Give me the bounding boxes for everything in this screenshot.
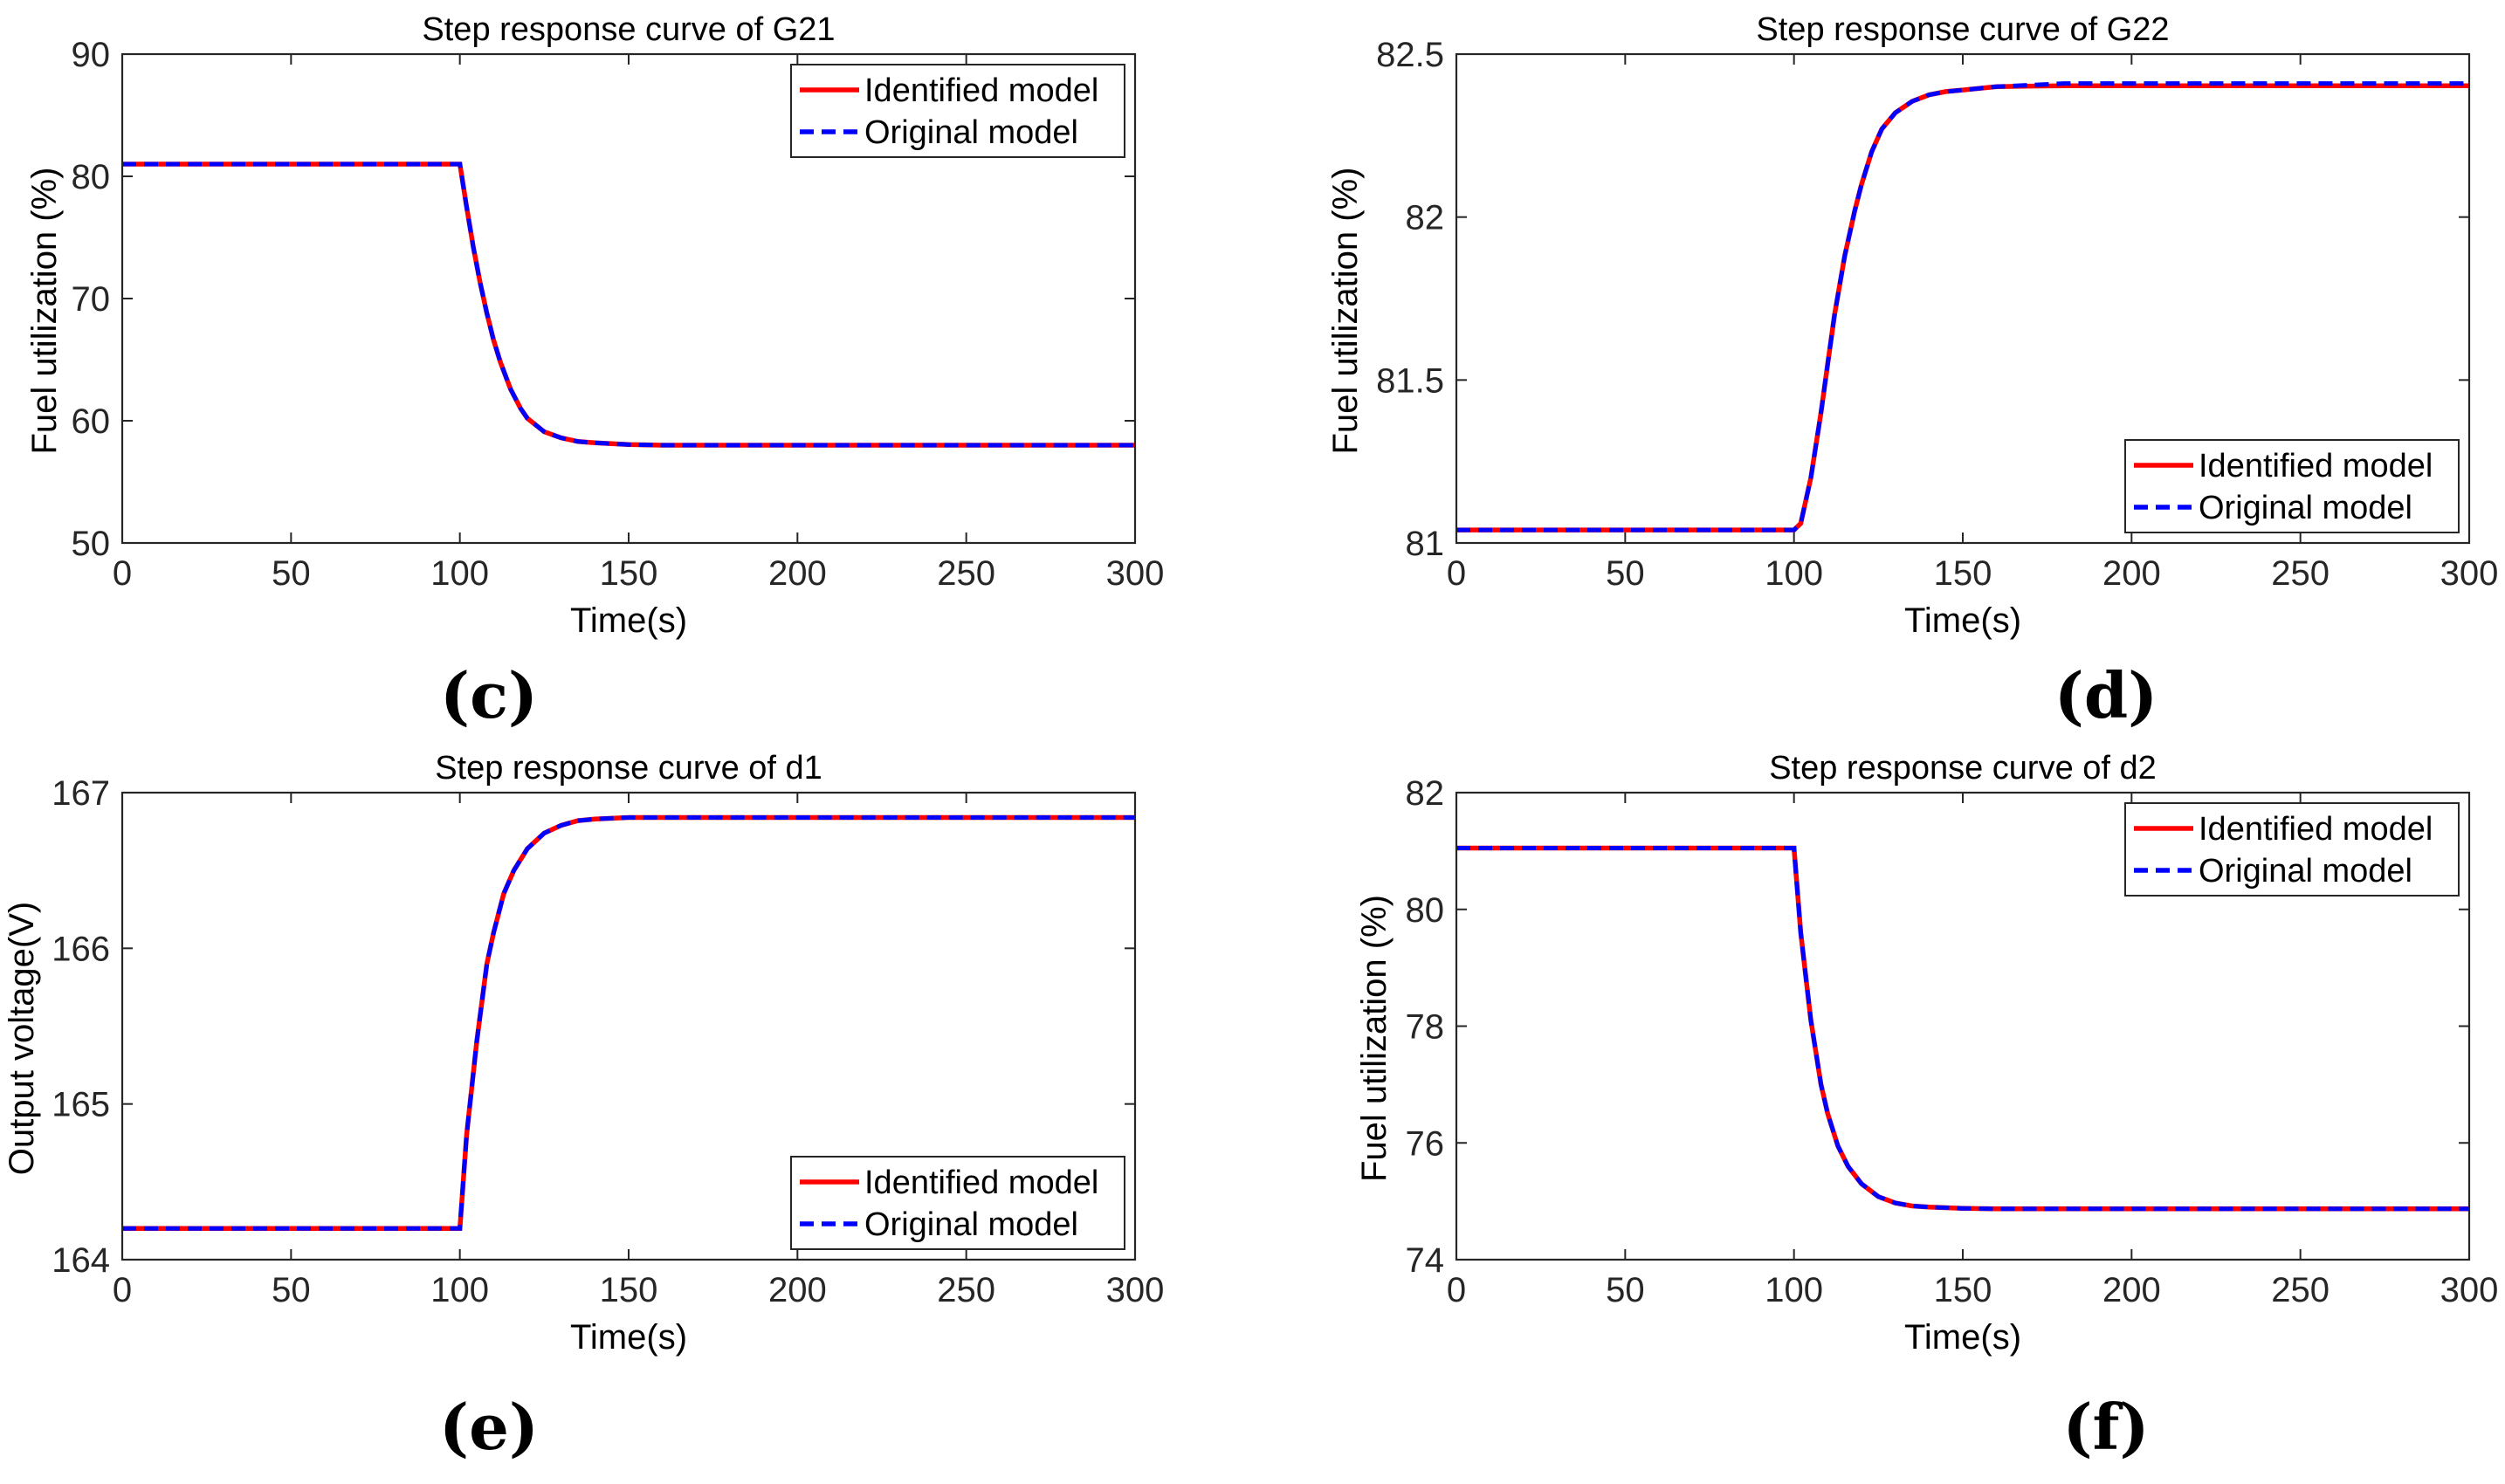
x-tick-label: 150 — [600, 554, 658, 593]
series-line-original-model — [122, 161, 1135, 448]
x-tick-label: 300 — [1106, 554, 1165, 593]
x-tick-label: 100 — [1765, 1271, 1823, 1309]
x-tick-label: 300 — [1106, 1271, 1165, 1309]
x-tick-label: 100 — [1765, 554, 1823, 593]
panel-label: (f) — [2062, 1390, 2149, 1464]
y-tick-label: 80 — [72, 158, 111, 196]
legend-label: Original model — [2199, 490, 2412, 526]
legend-box — [790, 64, 1125, 158]
x-axis-label: Time(s) — [570, 601, 687, 640]
x-tick-label: 200 — [768, 1271, 827, 1309]
y-tick-label: 76 — [1406, 1124, 1445, 1163]
panel-label: (c) — [440, 658, 538, 732]
x-tick-label: 0 — [1447, 1271, 1466, 1309]
x-tick-label: 150 — [600, 1271, 658, 1309]
y-tick-label: 80 — [1406, 891, 1445, 930]
x-tick-label: 100 — [430, 1271, 489, 1309]
chart-title: Step response curve of G21 — [422, 11, 835, 48]
y-axis-label: Fuel utilization (%) — [1355, 895, 1394, 1182]
panel-label: (d) — [2054, 658, 2157, 732]
series-line-original-model — [1456, 846, 2469, 1212]
x-tick-label: 200 — [2102, 1271, 2161, 1309]
legend-label: Identified model — [864, 72, 1098, 109]
legend-box — [2124, 439, 2460, 533]
y-tick-label: 166 — [52, 930, 110, 968]
legend-label: Identified model — [2199, 811, 2433, 848]
x-axis-label: Time(s) — [570, 1318, 687, 1357]
x-tick-label: 150 — [1934, 1271, 1992, 1309]
y-tick-label: 78 — [1406, 1008, 1445, 1047]
x-tick-label: 50 — [1606, 1271, 1645, 1309]
legend: Identified model Original model — [2124, 439, 2460, 533]
y-tick-label: 167 — [52, 774, 110, 813]
y-tick-label: 82 — [1406, 774, 1445, 813]
y-tick-label: 74 — [1406, 1241, 1445, 1280]
chart-panel-1: 0 50 100 150 200 250 300 81 81.5 82 82.5 Step respo… — [1326, 11, 2498, 640]
x-tick-label: 0 — [113, 1271, 132, 1309]
legend-label: Original model — [864, 114, 1078, 151]
series-line-original-model — [122, 815, 1135, 1231]
y-axis-label: Fuel utilization (%) — [25, 167, 64, 454]
legend-label: Original model — [2199, 853, 2412, 890]
y-tick-label: 81 — [1406, 525, 1445, 563]
x-tick-label: 50 — [1606, 554, 1645, 593]
y-tick-label: 82 — [1406, 199, 1445, 237]
y-tick-label: 82.5 — [1376, 36, 1444, 74]
x-tick-label: 250 — [937, 554, 995, 593]
x-tick-label: 200 — [2102, 554, 2161, 593]
legend: Identified model Original model — [790, 1156, 1125, 1250]
x-tick-label: 0 — [113, 554, 132, 593]
chart-panel-2: 0 50 100 150 200 250 300 164 165 166 167 Step respo… — [3, 750, 1164, 1357]
x-tick-label: 250 — [2271, 554, 2330, 593]
x-tick-label: 250 — [937, 1271, 995, 1309]
x-axis-label: Time(s) — [1904, 601, 2021, 640]
chart-panel-3: 0 50 100 150 200 250 300 74 76 78 80 82 Step respons… — [1355, 750, 2498, 1357]
legend: Identified model Original model — [790, 64, 1125, 158]
legend-label: Identified model — [2199, 448, 2433, 484]
legend-label: Identified model — [864, 1165, 1098, 1201]
y-tick-label: 70 — [72, 280, 111, 319]
x-axis-label: Time(s) — [1904, 1318, 2021, 1357]
y-axis-label: Fuel utilization (%) — [1326, 167, 1365, 454]
x-tick-label: 250 — [2271, 1271, 2330, 1309]
x-tick-label: 100 — [430, 554, 489, 593]
chart-title: Step response curve of d1 — [435, 750, 822, 787]
y-tick-label: 81.5 — [1376, 361, 1444, 400]
series-line-original-model — [1456, 81, 2469, 532]
series-line-identified-model — [1456, 845, 2469, 1212]
x-tick-label: 50 — [272, 554, 311, 593]
x-tick-label: 0 — [1447, 554, 1466, 593]
y-tick-label: 165 — [52, 1086, 110, 1124]
x-tick-label: 300 — [2440, 1271, 2499, 1309]
panel-label: (e) — [439, 1390, 539, 1464]
legend-box — [2124, 802, 2460, 897]
chart-title: Step response curve of d2 — [1769, 750, 2157, 787]
x-tick-label: 50 — [272, 1271, 311, 1309]
y-tick-label: 90 — [72, 36, 111, 74]
series-line-identified-model — [122, 161, 1135, 448]
y-axis-label: Output voltage(V) — [3, 902, 41, 1176]
y-tick-label: 164 — [52, 1241, 110, 1280]
chart-title: Step response curve of G22 — [1756, 11, 2169, 48]
legend: Identified model Original model — [2124, 802, 2460, 897]
x-tick-label: 200 — [768, 554, 827, 593]
x-tick-label: 150 — [1934, 554, 1992, 593]
x-tick-label: 300 — [2440, 554, 2499, 593]
y-tick-label: 60 — [72, 402, 111, 441]
y-tick-label: 50 — [72, 525, 111, 563]
legend-label: Original model — [864, 1206, 1078, 1243]
legend-box — [790, 1156, 1125, 1250]
